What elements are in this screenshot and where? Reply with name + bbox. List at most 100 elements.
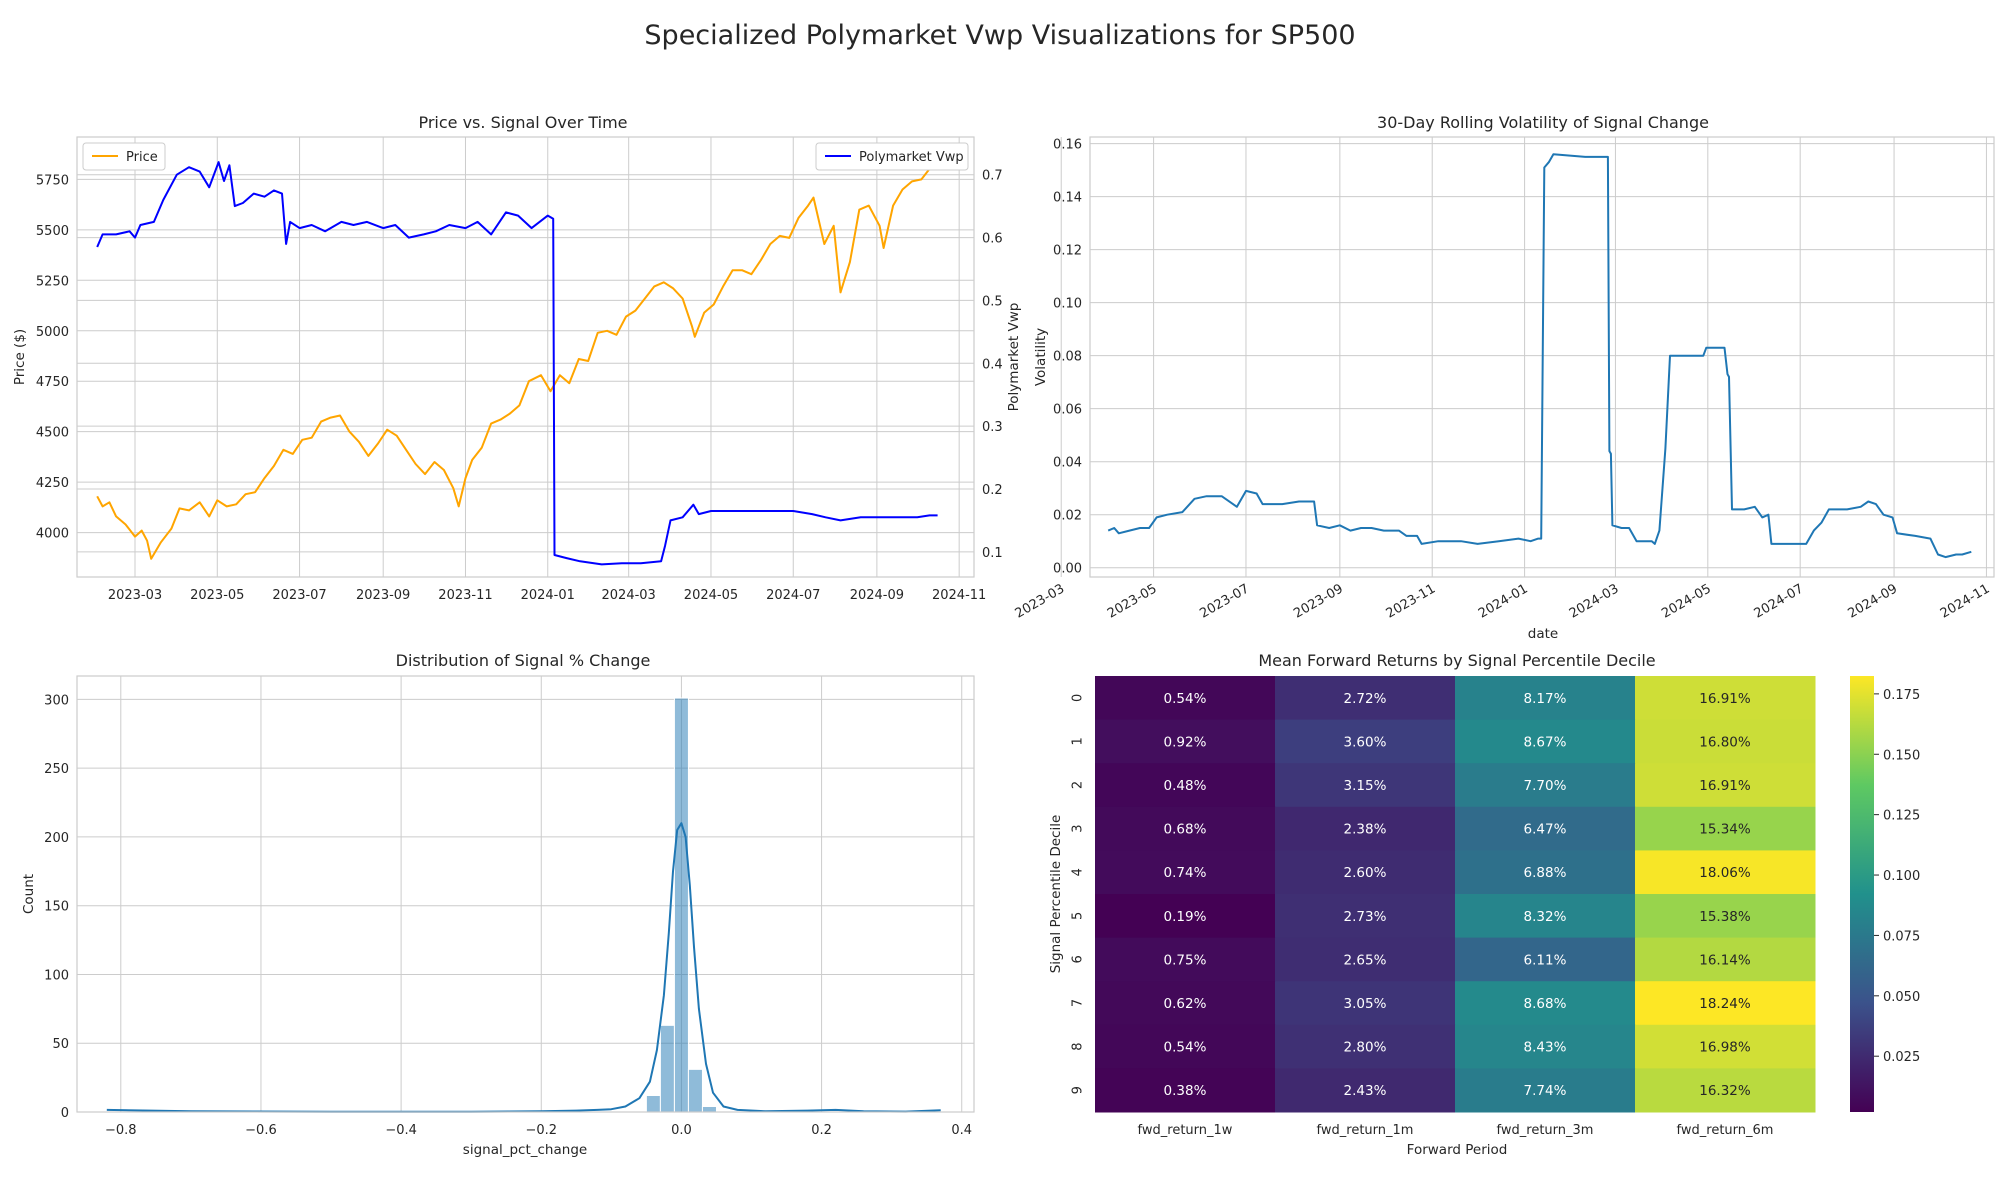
price-signal-x-tick-label: 2023-05 [190, 588, 244, 603]
volatility-x-tick-label: 2023-07 [1197, 581, 1252, 621]
histogram-bar [687, 1068, 703, 1113]
heatmap-cell [1455, 676, 1636, 721]
distribution-frame [76, 675, 975, 1113]
heatmap-cell [1095, 850, 1276, 895]
volatility-y-tick-label: 0.00 [1053, 562, 1082, 577]
heatmap-cell [1455, 806, 1636, 851]
heatmap-row-label: 2 [1071, 781, 1086, 789]
price-y-tick-label: 4750 [36, 375, 69, 390]
heatmap-cell [1095, 719, 1276, 764]
heatmap-cell-label: 8.43% [1524, 1040, 1567, 1056]
volatility-line [1107, 153, 1972, 559]
volatility-y-tick-label: 0.02 [1053, 509, 1082, 524]
price-y-tick-label: 4250 [36, 476, 69, 491]
heatmap-cell-label: 7.74% [1524, 1083, 1567, 1099]
distribution-y-label: Count [21, 874, 37, 914]
heatmap-cell-label: 3.60% [1344, 734, 1387, 750]
heatmap-cell-label: 2.43% [1344, 1083, 1387, 1099]
volatility-series [1107, 153, 1972, 559]
distribution-y-tick-label: 100 [44, 968, 69, 983]
heatmap-row-label: 4 [1071, 868, 1086, 876]
volatility-x-label: date [1528, 626, 1558, 642]
heatmap-row-label: 1 [1071, 737, 1086, 745]
volatility-y-tick-label: 0.04 [1053, 456, 1082, 471]
heatmap-cell-label: 0.75% [1164, 952, 1207, 968]
heatmap-cell-label: 7.70% [1524, 778, 1567, 794]
heatmap-column-label: fwd_return_1m [1317, 1123, 1414, 1138]
price-y-tick-label: 4500 [36, 426, 69, 441]
heatmap-row-label: 3 [1071, 824, 1086, 832]
colorbar-tick-label: 0.150 [1883, 748, 1920, 763]
histogram-bar [701, 1105, 717, 1113]
volatility-x-tick-label: 2023-05 [1105, 581, 1160, 621]
colorbar-tick-label: 0.175 [1883, 688, 1920, 703]
signal-y-tick-label: 0.1 [982, 546, 1003, 561]
heatmap-cell [1635, 894, 1816, 939]
distribution-y-tick-label: 250 [44, 762, 69, 777]
heatmap-cell-label: 8.17% [1524, 691, 1567, 707]
heatmap-cell-label: 0.68% [1164, 822, 1207, 838]
price-signal-title: Price vs. Signal Over Time [418, 113, 627, 132]
price-signal-chart: Price vs. Signal Over Time 2023-03 2023-0… [12, 113, 1022, 603]
heatmap-cell [1275, 1068, 1456, 1113]
histogram-bar [645, 1094, 661, 1113]
heatmap-cell-label: 6.88% [1524, 865, 1567, 881]
heatmap-cell-label: 2.80% [1344, 1040, 1387, 1056]
heatmap-cell-label: 2.73% [1344, 909, 1387, 925]
heatmap-cell [1275, 719, 1456, 764]
signal-y-tick-label: 0.2 [982, 483, 1003, 498]
heatmap-cell-label: 15.38% [1699, 909, 1751, 925]
distribution-y-tick-label: 150 [44, 900, 69, 915]
heatmap-cell-label: 18.06% [1699, 865, 1751, 881]
heatmap-cell-label: 3.05% [1344, 996, 1387, 1012]
distribution-x-tick-label: −0.6 [245, 1123, 277, 1138]
heatmap-cell [1635, 850, 1816, 895]
heatmap-row-label: 5 [1071, 912, 1086, 920]
distribution-x-tick-label: −0.4 [385, 1123, 417, 1138]
price-axis-label: Price ($) [12, 329, 28, 385]
heatmap-cell [1095, 763, 1276, 808]
distribution-x-tick-label: −0.8 [105, 1123, 137, 1138]
heatmap-cell [1635, 763, 1816, 808]
heatmap-cell [1095, 894, 1276, 939]
heatmap-cell [1275, 763, 1456, 808]
heatmap-cell [1635, 1068, 1816, 1113]
heatmap-cell [1635, 937, 1816, 982]
heatmap-cell-label: 8.68% [1524, 996, 1567, 1012]
distribution-gridlines [77, 676, 974, 1113]
distribution-ticks: −0.8 −0.6 −0.4 −0.2 0.0 0.2 0.4 0 50 100 150 200 250… [44, 693, 972, 1138]
heatmap-row-label: 7 [1071, 999, 1086, 1007]
heatmap-cell-label: 2.72% [1344, 691, 1387, 707]
colorbar-tick-label: 0.125 [1883, 809, 1920, 824]
heatmap-cell [1455, 894, 1636, 939]
signal-legend-label: Polymarket Vwp [859, 150, 964, 165]
colorbar-tick-label: 0.050 [1883, 990, 1920, 1005]
heatmap-cell-label: 6.47% [1524, 822, 1567, 838]
heatmap-cell-label: 2.65% [1344, 952, 1387, 968]
heatmap-cell [1275, 806, 1456, 851]
heatmap-cell-label: 8.67% [1524, 734, 1567, 750]
price-signal-x-tick-label: 2023-09 [356, 588, 410, 603]
distribution-y-tick-label: 50 [52, 1037, 69, 1052]
price-signal-x-tick-label: 2024-01 [521, 588, 575, 603]
heatmap-title: Mean Forward Returns by Signal Percentil… [1258, 651, 1655, 670]
heatmap-cell [1275, 894, 1456, 939]
volatility-y-tick-label: 0.16 [1053, 138, 1082, 153]
signal-y-tick-label: 0.6 [982, 232, 1003, 247]
heatmap-cell [1455, 1024, 1636, 1069]
price-signal-x-tick-label: 2023-11 [438, 588, 492, 603]
signal-legend-box [815, 142, 969, 171]
price-y-tick-label: 4000 [36, 527, 69, 542]
heatmap-cell-label: 18.24% [1699, 996, 1751, 1012]
price-signal-x-tick-label: 2023-07 [272, 588, 326, 603]
heatmap-cell [1095, 806, 1276, 851]
price-signal-x-tick-label: 2024-11 [932, 588, 986, 603]
heatmap-cell-label: 0.38% [1164, 1083, 1207, 1099]
price-signal-x-tick-label: 2024-03 [602, 588, 656, 603]
heatmap-cell [1455, 763, 1636, 808]
heatmap-cell [1455, 981, 1636, 1026]
histogram-bar [673, 697, 689, 1113]
price-signal-x-tick-label: 2024-05 [684, 588, 738, 603]
heatmap-cell-label: 16.14% [1699, 952, 1751, 968]
signal-legend: Polymarket Vwp [815, 142, 969, 171]
